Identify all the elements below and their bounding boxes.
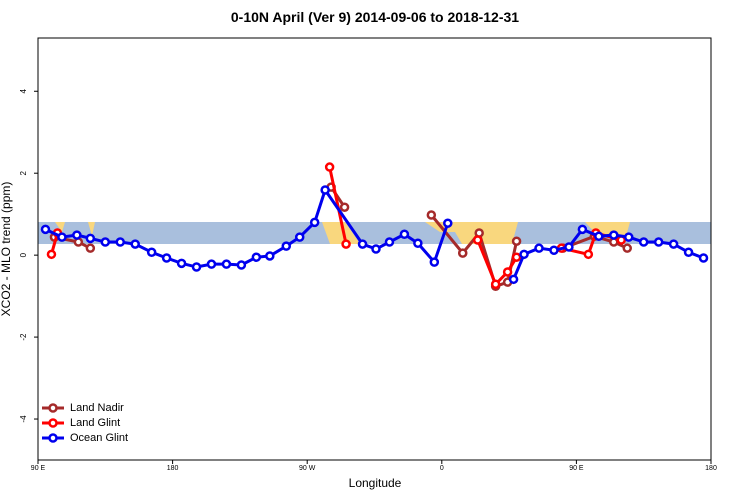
point (320, 185, 330, 195)
legend-marker (48, 433, 58, 443)
point (176, 258, 187, 269)
legend-label: Land Glint (70, 417, 120, 429)
point (161, 253, 172, 263)
x-tick-label: 90 W (299, 465, 316, 472)
point (371, 244, 381, 254)
point (472, 235, 483, 245)
point (341, 239, 351, 249)
point (413, 238, 423, 249)
point (511, 252, 522, 262)
x-tick-label: 180 (705, 465, 717, 472)
point (668, 239, 679, 249)
point (72, 230, 82, 240)
point (357, 239, 368, 249)
x-axis-label: Longitude (349, 476, 402, 490)
point (85, 233, 96, 244)
point (429, 257, 440, 267)
point (683, 247, 694, 258)
point (281, 241, 292, 251)
chart-title: 0-10N April (Ver 9) 2014-09-06 to 2018-1… (231, 9, 519, 25)
point (265, 251, 275, 261)
point (309, 217, 320, 228)
x-tick-label: 180 (167, 465, 179, 472)
point (519, 249, 529, 260)
point (426, 210, 437, 220)
point (251, 252, 262, 262)
series-line (50, 166, 622, 287)
point (549, 245, 559, 255)
point (609, 230, 619, 240)
y-tick-label: 4 (19, 88, 28, 93)
point (85, 243, 96, 253)
point (623, 232, 634, 242)
map-strip (38, 222, 711, 244)
point (399, 229, 410, 240)
point (206, 259, 217, 269)
point (294, 232, 305, 242)
point (653, 237, 664, 247)
y-tick-label: 2 (19, 170, 28, 175)
x-tick-label: 90 E (569, 465, 584, 472)
legend-label: Ocean Glint (70, 432, 128, 444)
x-tick-label: 90 E (31, 465, 46, 472)
point (191, 262, 202, 272)
point (40, 224, 51, 235)
point (511, 236, 522, 246)
point (115, 237, 126, 247)
point (502, 267, 513, 277)
point (698, 253, 709, 263)
point (443, 218, 453, 228)
point (146, 247, 157, 258)
point (339, 202, 350, 212)
point (236, 260, 247, 270)
point (384, 237, 395, 247)
legend: Land Nadir Land Glint Ocean Glint (42, 402, 128, 444)
point (534, 243, 544, 253)
point (221, 259, 232, 269)
point (564, 242, 574, 252)
point (46, 249, 57, 260)
plot-frame (37, 37, 712, 461)
point (324, 162, 335, 172)
point (583, 249, 594, 260)
point (100, 237, 111, 247)
point (508, 274, 519, 285)
y-tick-label: -4 (19, 415, 28, 423)
point (490, 279, 501, 289)
point (594, 231, 604, 242)
y-tick-label: -2 (19, 333, 28, 341)
land (322, 222, 360, 244)
point (457, 248, 468, 258)
x-tick-label: 0 (440, 465, 444, 472)
y-tick-label: 0 (19, 252, 28, 257)
y-axis-label: XCO2 - MLO trend (ppm) (0, 182, 13, 317)
legend-marker (48, 418, 58, 428)
legend-marker (48, 403, 58, 413)
legend-label: Land Nadir (70, 402, 124, 414)
point (57, 232, 67, 242)
point (622, 243, 632, 253)
point (638, 237, 649, 247)
point (130, 239, 140, 249)
point (577, 224, 588, 235)
